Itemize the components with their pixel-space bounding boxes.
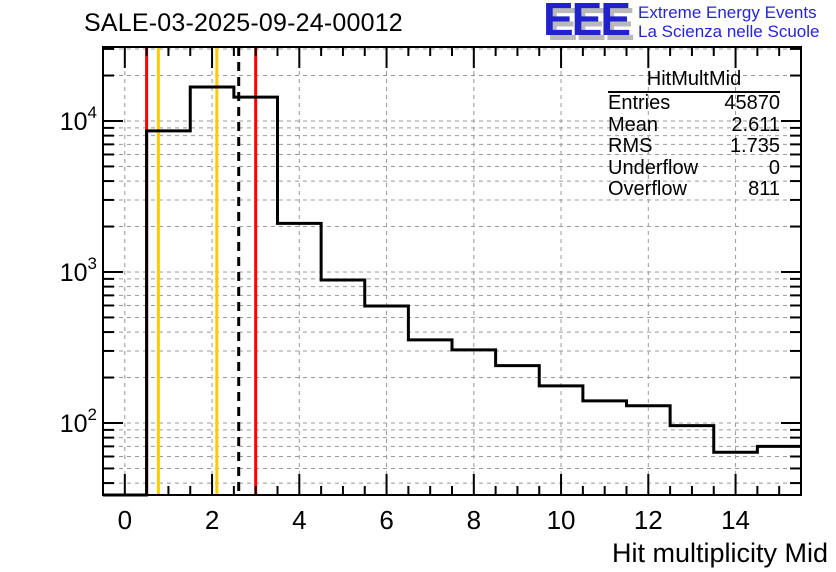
histogram-line (103, 85, 801, 497)
y-axis-tick-labels: 102 103 104 (60, 103, 97, 438)
svg-text:0: 0 (118, 505, 132, 535)
stats-box: HitMultMid Entries 45870 Mean 2.611 RMS 1.735… (608, 68, 780, 201)
eee-logo-text: Extreme Energy Events La Scienza nelle S… (638, 3, 819, 41)
svg-text:8: 8 (467, 505, 481, 535)
x-axis-title: Hit multiplicity Mid (611, 538, 828, 568)
stats-row: RMS 1.735 (608, 136, 780, 158)
stats-value: 2.611 (731, 113, 780, 136)
gridlines (103, 47, 801, 495)
stats-value: 811 (748, 178, 780, 201)
svg-text:104: 104 (60, 103, 97, 136)
svg-text:4: 4 (292, 505, 306, 535)
stats-row: Entries 45870 (608, 92, 780, 115)
svg-text:103: 103 (60, 254, 97, 287)
stats-value: 1.735 (729, 135, 780, 158)
svg-text:10: 10 (547, 505, 576, 535)
stats-value: 0 (768, 156, 780, 179)
stats-label: Entries (608, 92, 671, 114)
stats-row: Overflow 811 (608, 179, 780, 201)
plot-title: SALE-03-2025-09-24-00012 (84, 9, 403, 37)
svg-text:6: 6 (379, 505, 393, 535)
stats-row: Mean 2.611 (608, 113, 780, 137)
eee-logo-line2: La Scienza nelle Scuole (638, 22, 820, 41)
svg-text:14: 14 (721, 505, 750, 535)
stats-label: Underflow (608, 156, 699, 179)
plot-frame (102, 46, 802, 496)
eee-logo-acronym: EEE (543, 0, 631, 45)
svg-text:2: 2 (205, 505, 219, 535)
svg-text:12: 12 (634, 505, 663, 535)
svg-text:102: 102 (60, 405, 97, 438)
eee-logo-line1: Extreme Energy Events (638, 3, 817, 22)
x-axis-tick-labels: 0 2 4 6 8 10 12 14 (118, 505, 750, 535)
stats-row: Underflow 0 (608, 156, 780, 180)
stats-label: Mean (608, 113, 659, 136)
stats-value: 45870 (724, 92, 780, 114)
stats-box-title: HitMultMid (608, 68, 780, 93)
stats-label: RMS (608, 135, 653, 158)
stats-label: Overflow (608, 178, 687, 201)
